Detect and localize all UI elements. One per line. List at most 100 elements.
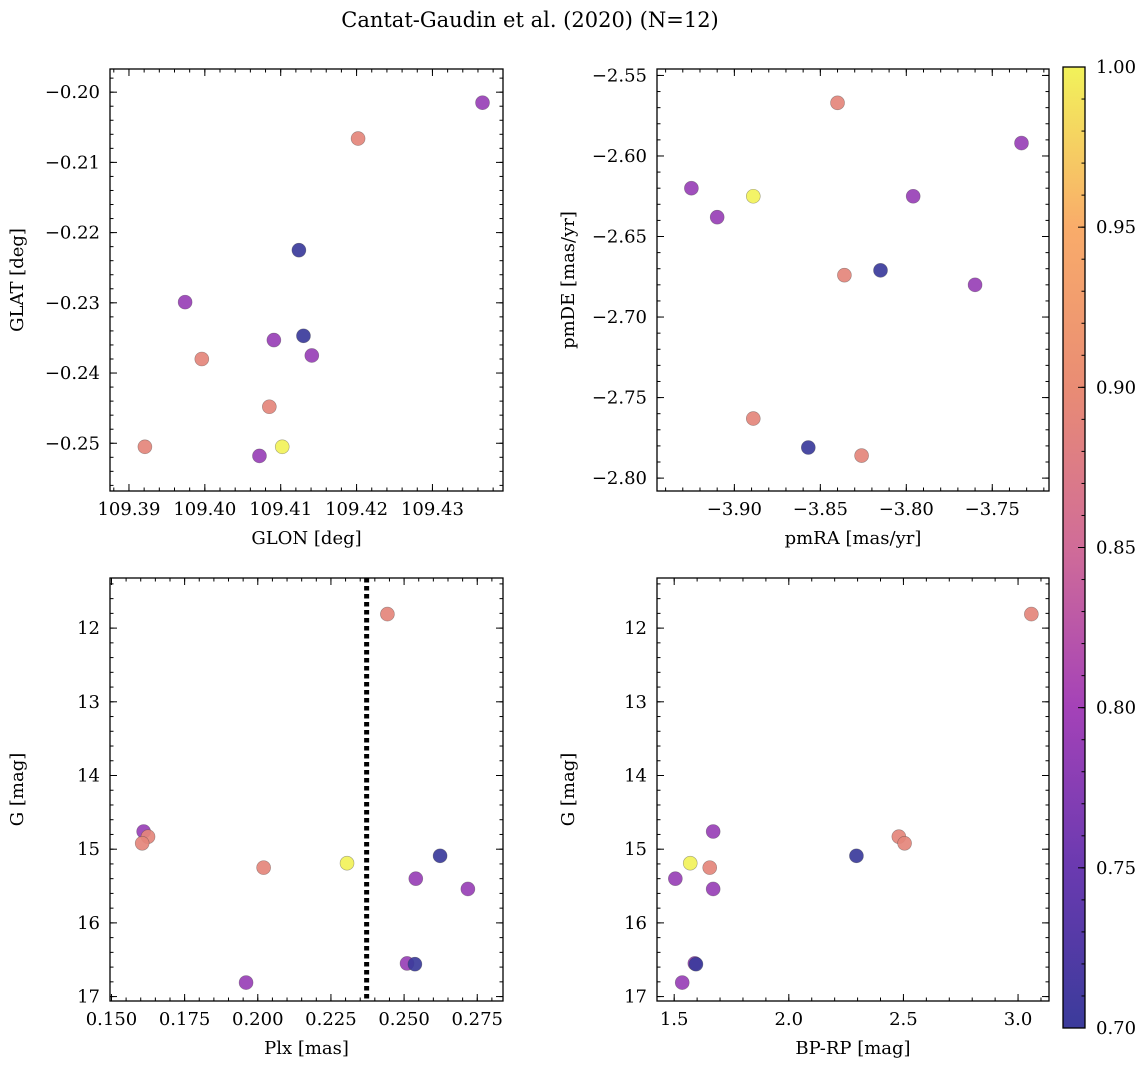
colorbar-tick-label: 0.90 (1096, 377, 1136, 398)
x-tick-label: 0.225 (305, 1009, 357, 1030)
x-tick-label: 2.0 (774, 1009, 803, 1030)
y-tick-label: 12 (624, 618, 647, 639)
data-point (432, 848, 448, 864)
data-point (266, 332, 282, 348)
data-point (256, 860, 271, 875)
data-point (705, 881, 721, 897)
x-tick-label: 109.41 (249, 499, 312, 520)
y-tick-label: 17 (77, 987, 100, 1008)
x-tick-label: 0.200 (232, 1009, 284, 1030)
x-tick-label: 0.150 (86, 1009, 138, 1030)
data-point (854, 448, 869, 463)
data-point (800, 440, 816, 455)
y-tick-label: 14 (624, 765, 647, 786)
colorbar-tick-label: 0.70 (1096, 1018, 1136, 1039)
data-point (745, 411, 761, 426)
colorbar-tick-label: 0.75 (1096, 858, 1136, 879)
data-point (380, 606, 395, 622)
y-tick-label: −0.20 (45, 82, 100, 103)
y-axis-label: GLAT [deg] (7, 228, 28, 332)
x-axis-label: BP-RP [mag] (795, 1038, 910, 1059)
scatter-panels: 109.39 109.40 109.41 109.42 109.43 −0.20 −0.21… (7, 65, 1050, 1059)
panel-glon-glat: 109.39 109.40 109.41 109.42 109.43 −0.20 −0.21… (7, 68, 504, 549)
data-point (1014, 135, 1029, 151)
data-point (304, 348, 320, 363)
data-point (339, 855, 355, 871)
y-tick-label: 14 (77, 765, 100, 786)
data-point (350, 131, 366, 146)
plot-frame (656, 577, 1050, 1002)
data-point (238, 975, 254, 990)
y-tick-label: −2.75 (592, 388, 647, 409)
x-axis-label: pmRA [mas/yr] (785, 528, 922, 549)
x-tick-label: 109.39 (97, 499, 160, 520)
y-axis-label: G [mag] (7, 753, 28, 826)
data-point (668, 871, 683, 886)
x-tick-label: 3.0 (1004, 1009, 1033, 1030)
plot-frame (109, 68, 504, 492)
y-tick-label: −0.21 (45, 152, 100, 173)
y-tick-label: 13 (624, 692, 647, 713)
data-point (252, 448, 267, 464)
colorbar-tick-label: 0.95 (1096, 217, 1136, 238)
data-point (408, 871, 424, 886)
x-tick-label: −3.90 (707, 499, 762, 520)
x-tick-label: 1.5 (660, 1009, 689, 1030)
y-tick-label: −2.65 (592, 227, 647, 248)
x-tick-label: −3.75 (965, 499, 1020, 520)
data-point (291, 242, 307, 258)
x-axis-label: Plx [mas] (264, 1038, 349, 1059)
y-tick-label: 15 (77, 839, 100, 860)
x-axis-label: GLON [deg] (251, 528, 361, 549)
x-tick-label: −3.80 (879, 499, 934, 520)
data-point (274, 439, 290, 455)
data-point (177, 294, 193, 310)
data-point (705, 824, 721, 839)
data-point (134, 835, 150, 851)
data-point (296, 328, 311, 344)
data-point (873, 263, 888, 278)
data-point (475, 95, 490, 111)
y-tick-label: 15 (624, 839, 647, 860)
data-point (674, 975, 690, 990)
y-tick-label: 16 (624, 913, 647, 934)
x-tick-label: 109.40 (173, 499, 236, 520)
colorbar: 0.70 0.75 0.80 0.85 0.90 0.95 1.00 (1062, 57, 1136, 1039)
panel-pmra-pmde: −3.90 −3.85 −3.80 −3.75 −2.55 −2.60 −2.65 −2.70… (558, 65, 1050, 549)
data-point (682, 855, 698, 871)
data-point (137, 439, 153, 455)
x-tick-label: 2.5 (889, 1009, 918, 1030)
data-point (849, 848, 864, 864)
colorbar-tick-label: 0.80 (1096, 698, 1136, 719)
data-point (460, 881, 476, 897)
x-tick-label: −3.85 (793, 499, 848, 520)
data-point (407, 956, 423, 972)
y-tick-label: 13 (77, 692, 100, 713)
data-point (262, 399, 277, 415)
colorbar-tick-label: 0.85 (1096, 538, 1136, 559)
y-tick-label: −0.23 (45, 293, 100, 314)
x-tick-label: 0.250 (378, 1009, 430, 1030)
y-tick-label: 16 (77, 913, 100, 934)
x-tick-label: 109.42 (325, 499, 388, 520)
plot-frame (656, 68, 1050, 492)
data-point (967, 277, 983, 293)
figure-title: Cantat-Gaudin et al. (2020) (N=12) (341, 8, 719, 32)
y-tick-label: 17 (624, 987, 647, 1008)
data-point (837, 267, 852, 283)
y-tick-label: −2.80 (592, 468, 647, 489)
y-tick-label: −0.22 (45, 223, 100, 244)
y-axis-label: G [mag] (558, 753, 579, 826)
data-point (905, 188, 921, 204)
data-point (194, 351, 210, 367)
data-point (709, 209, 725, 225)
data-point (830, 95, 845, 111)
y-tick-label: −2.70 (592, 307, 647, 328)
colorbar-tick-label: 1.00 (1096, 57, 1136, 78)
panel-bprp-g: 1.5 2.0 2.5 3.0 12 13 14 15 16 17 BP-RP [mag] G [ma… (558, 577, 1050, 1059)
y-tick-label: 12 (77, 618, 100, 639)
data-point (745, 188, 761, 204)
y-tick-label: −0.24 (45, 363, 100, 384)
panel-plx-g: 0.150 0.175 0.200 0.225 0.250 0.275 12 13 14 15 16… (7, 577, 504, 1059)
